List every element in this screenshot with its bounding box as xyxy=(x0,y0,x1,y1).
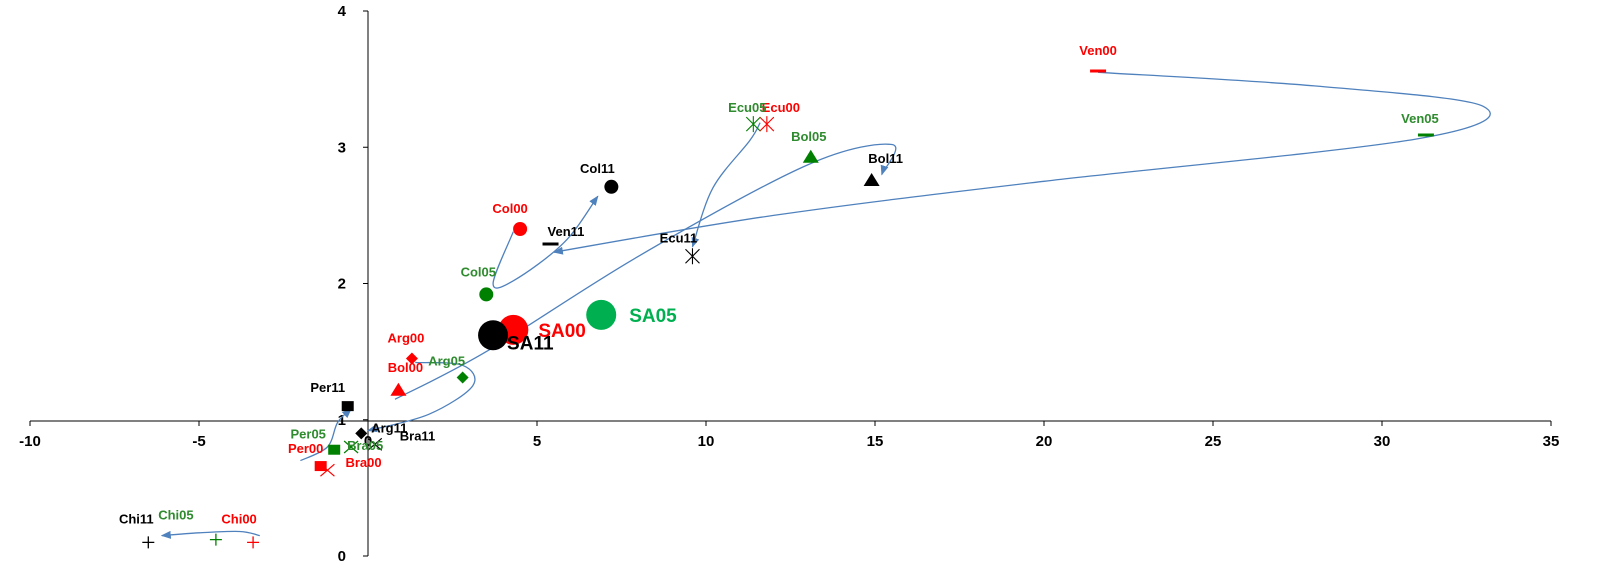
trajectory-bol xyxy=(394,143,897,400)
label-bol05: Bol05 xyxy=(791,129,826,144)
x-tick-label: -5 xyxy=(192,433,205,450)
trajectory-ecu xyxy=(691,122,761,248)
label-col11: Col11 xyxy=(580,161,615,176)
label-sa00: SA00 xyxy=(538,321,586,342)
x-tick-label: 25 xyxy=(1205,433,1222,450)
marker-col11 xyxy=(604,179,619,194)
x-tick-label: -10 xyxy=(19,433,41,450)
label-arg11: Arg11 xyxy=(371,420,407,435)
trajectory-per xyxy=(300,408,352,462)
y-tick-label: 2 xyxy=(338,276,346,293)
label-bra00: Bra00 xyxy=(345,455,381,470)
trajectory-arg xyxy=(367,361,476,433)
trajectory-col xyxy=(492,195,599,289)
marker-sa11 xyxy=(478,320,509,351)
marker-per05 xyxy=(328,444,341,455)
label-arg05: Arg05 xyxy=(428,354,465,369)
marker-ecu11 xyxy=(685,248,700,265)
label-ecu11: Ecu11 xyxy=(660,230,698,245)
x-tick-label: 15 xyxy=(867,433,884,450)
marker-arg11 xyxy=(355,427,368,440)
x-tick-label: 5 xyxy=(533,433,541,450)
data-markers xyxy=(142,69,1434,549)
label-bol00: Bol00 xyxy=(388,360,423,375)
label-ecu00: Ecu00 xyxy=(762,100,800,115)
marker-bra00 xyxy=(320,463,335,477)
marker-ecu00 xyxy=(759,116,775,133)
marker-chi05 xyxy=(209,533,222,546)
y-tick-label: 3 xyxy=(338,139,346,156)
x-tick-label: 20 xyxy=(1036,433,1053,450)
label-bra05: Bra05 xyxy=(347,438,383,453)
label-ven11: Ven11 xyxy=(548,224,585,239)
y-tick-label: 4 xyxy=(338,3,347,20)
label-bol11: Bol11 xyxy=(868,151,903,166)
axes: -10 -5 0 5 10 15 20 25 30 35 0 1 2 3 4 xyxy=(19,3,1559,565)
label-sa05: SA05 xyxy=(629,306,677,327)
marker-per00 xyxy=(314,461,327,472)
label-ven05: Ven05 xyxy=(1401,111,1439,126)
y-tick-label: 1 xyxy=(338,412,346,429)
trajectory-arrows xyxy=(160,71,1491,539)
marker-bol05 xyxy=(802,149,819,163)
trajectory-chi xyxy=(160,530,260,539)
label-bra11: Bra11 xyxy=(400,428,435,443)
marker-col05 xyxy=(479,287,494,302)
label-arg00: Arg00 xyxy=(388,330,425,345)
marker-bra05 xyxy=(343,440,359,454)
label-per00: Per00 xyxy=(288,441,323,456)
label-ecu05: Ecu05 xyxy=(728,100,766,115)
marker-sa05 xyxy=(586,299,617,330)
marker-bra11 xyxy=(367,437,383,451)
x-tick-label: 0 xyxy=(364,433,372,450)
label-sa11: SA11 xyxy=(507,333,554,354)
label-col05: Col05 xyxy=(461,264,496,279)
label-per11: Per11 xyxy=(310,380,345,395)
marker-bol00 xyxy=(390,382,407,396)
x-tick-label: 35 xyxy=(1543,433,1560,450)
x-tick-label: 30 xyxy=(1374,433,1391,450)
marker-chi11 xyxy=(142,536,155,549)
trajectory-ven xyxy=(552,71,1491,255)
label-ven00: Ven00 xyxy=(1079,43,1117,58)
marker-chi00 xyxy=(247,536,260,549)
label-chi05: Chi05 xyxy=(158,508,193,523)
label-chi00: Chi00 xyxy=(221,511,256,526)
label-chi11: Chi11 xyxy=(119,511,154,526)
marker-arg05 xyxy=(456,371,469,384)
marker-ecu05 xyxy=(745,116,761,133)
marker-arg00 xyxy=(405,352,418,365)
marker-col00 xyxy=(513,222,528,236)
x-tick-label: 10 xyxy=(698,433,715,450)
y-tick-label: 0 xyxy=(338,548,346,565)
label-col00: Col00 xyxy=(492,201,527,216)
marker-bol11 xyxy=(863,172,880,186)
label-per05: Per05 xyxy=(290,427,325,442)
marker-per11 xyxy=(341,401,354,412)
